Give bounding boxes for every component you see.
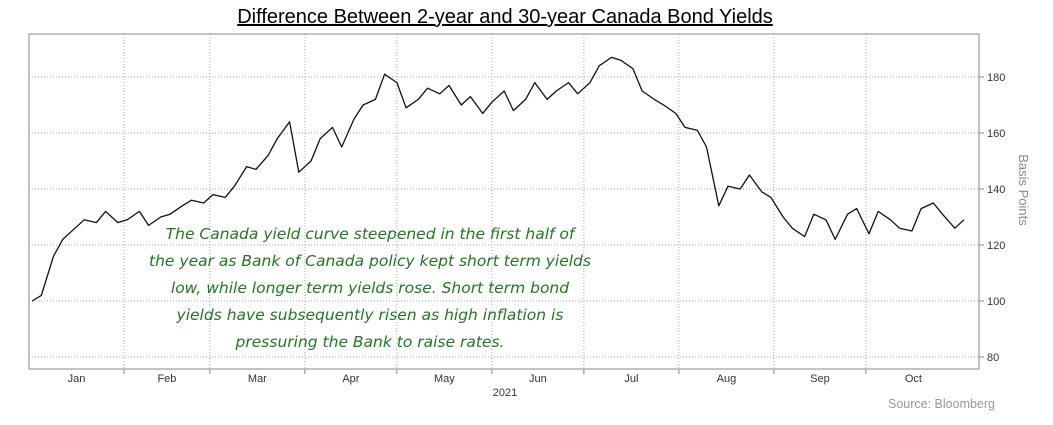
chart-title: Difference Between 2-year and 30-year Ca… [237, 6, 773, 28]
plot-area [28, 33, 980, 370]
annotation-line: pressuring the Bank to raise rates. [235, 333, 505, 351]
chart-annotation: The Canada yield curve steepened in the … [130, 221, 610, 356]
grid-layer [29, 34, 979, 369]
x-tick-label: Feb [157, 373, 176, 385]
annotation-line: The Canada yield curve steepened in the … [165, 225, 575, 243]
annotation-line: the year as Bank of Canada policy kept s… [149, 252, 591, 270]
x-tick-label: Oct [905, 373, 922, 385]
annotation-line: low, while longer term yields rose. Shor… [170, 279, 570, 297]
y-tick-label: 80 [987, 352, 999, 364]
series-line [31, 56, 965, 302]
x-tick-label: Mar [248, 373, 267, 385]
x-tick-label: Sep [810, 373, 830, 385]
x-tick-label: Aug [717, 373, 737, 385]
x-tick-label: Jan [68, 373, 86, 385]
y-tick-label: 180 [987, 72, 1005, 84]
line-layer [31, 56, 965, 302]
y-axis-label: Basis Points [1016, 154, 1031, 226]
x-tick-label: May [434, 373, 455, 385]
y-tick-label: 140 [987, 184, 1005, 196]
annotation-line: yields have subsequently risen as high i… [176, 306, 564, 324]
source-label: Source: Bloomberg [888, 397, 996, 411]
x-tick-label: Apr [342, 373, 359, 385]
year-label: 2021 [493, 387, 517, 399]
y-tick-label: 100 [987, 296, 1005, 308]
axis-layer: 80 100 120 140 160 180 Jan Feb Mar Apr May Jun Jul Au… [68, 72, 1006, 385]
y-tick-label: 160 [987, 128, 1005, 140]
y-tick-label: 120 [987, 240, 1005, 252]
x-tick-label: Jul [624, 373, 638, 385]
x-tick-label: Jun [529, 373, 547, 385]
